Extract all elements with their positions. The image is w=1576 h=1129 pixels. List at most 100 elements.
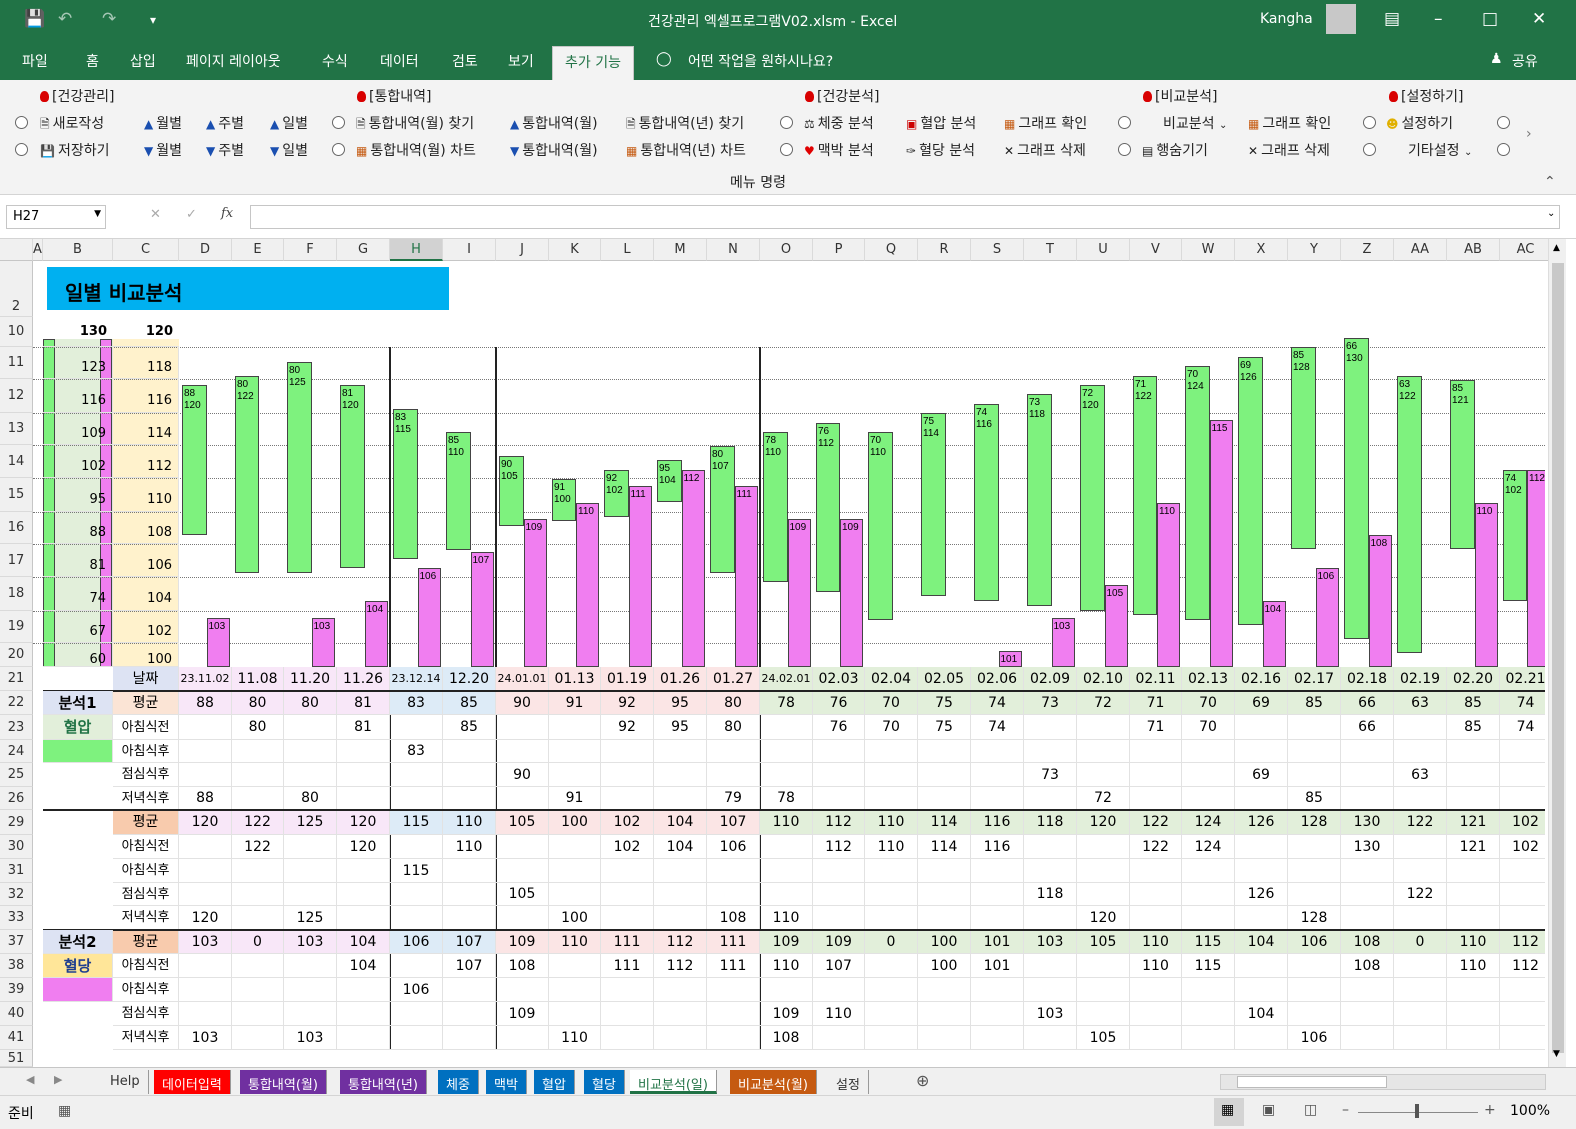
bs-color-swatch[interactable] — [43, 978, 113, 1002]
value-cell[interactable] — [179, 978, 232, 1002]
value-cell[interactable]: 110 — [549, 1026, 601, 1050]
time-label[interactable]: 아침식전 — [113, 954, 179, 978]
value-cell[interactable]: 69 — [1235, 763, 1288, 787]
value-cell[interactable] — [1447, 787, 1500, 810]
value-cell[interactable] — [443, 978, 496, 1002]
avg-cell[interactable]: 126 — [1235, 810, 1288, 835]
zoom-out-icon[interactable]: – — [1342, 1102, 1349, 1118]
value-cell[interactable] — [707, 978, 760, 1002]
add-sheet-icon[interactable]: ⊕ — [916, 1071, 930, 1090]
compare-graph-delete-button[interactable]: ✕ 그래프 삭제 — [1248, 143, 1330, 159]
avg-cell[interactable]: 76 — [813, 691, 865, 715]
radio-option[interactable] — [1497, 143, 1510, 156]
column-header[interactable]: M — [654, 239, 707, 261]
column-header[interactable]: K — [549, 239, 601, 261]
tab-view[interactable]: 보기 — [508, 54, 534, 70]
daily-up-button[interactable]: ▲ 일별 — [270, 116, 308, 132]
sheet-tab[interactable]: 비교분석(월) — [730, 1070, 817, 1094]
row-header[interactable]: 10 — [0, 317, 33, 347]
value-cell[interactable] — [496, 1026, 549, 1050]
axis-tick-bp[interactable]: 102 — [43, 445, 113, 478]
avg-cell[interactable]: 70 — [865, 691, 918, 715]
value-cell[interactable] — [284, 859, 337, 883]
value-cell[interactable] — [654, 1026, 707, 1050]
value-cell[interactable] — [1130, 1002, 1182, 1026]
value-cell[interactable] — [549, 978, 601, 1002]
avg-cell[interactable]: 85 — [1447, 691, 1500, 715]
column-header[interactable]: N — [707, 239, 760, 261]
avg-cell[interactable]: 114 — [918, 810, 971, 835]
value-cell[interactable] — [918, 1026, 971, 1050]
date-cell[interactable]: 01.26 — [654, 667, 707, 691]
date-cell[interactable]: 23.11.02 — [179, 667, 232, 691]
column-header[interactable]: A — [33, 239, 43, 261]
value-cell[interactable] — [1341, 978, 1394, 1002]
sheet-tab[interactable]: 혈압 — [534, 1070, 575, 1094]
avg-cell[interactable]: 107 — [443, 930, 496, 954]
row-header[interactable]: 12 — [0, 379, 33, 413]
value-cell[interactable] — [337, 1026, 390, 1050]
avg-cell[interactable]: 72 — [1077, 691, 1130, 715]
row-header[interactable]: 2 — [0, 261, 33, 317]
avg-cell[interactable]: 108 — [1341, 930, 1394, 954]
avg-cell[interactable]: 122 — [1130, 810, 1182, 835]
value-cell[interactable]: 92 — [601, 715, 654, 740]
ribbon-display-icon[interactable]: ▤ — [1384, 9, 1401, 29]
avg-cell[interactable]: 100 — [918, 930, 971, 954]
value-cell[interactable] — [865, 883, 918, 906]
value-cell[interactable] — [284, 954, 337, 978]
column-header[interactable]: O — [760, 239, 813, 261]
value-cell[interactable] — [601, 787, 654, 810]
value-cell[interactable] — [549, 835, 601, 859]
axis-tick-bs[interactable]: 110 — [113, 478, 179, 512]
normal-view-icon[interactable]: ▦ — [1214, 1098, 1244, 1126]
sheet-tab[interactable]: 통합내역(월) — [240, 1070, 327, 1094]
value-cell[interactable] — [1077, 740, 1130, 763]
sheet-tab[interactable]: 설정 — [828, 1070, 869, 1094]
value-cell[interactable] — [1500, 763, 1545, 787]
value-cell[interactable] — [707, 763, 760, 787]
bp-analysis-button[interactable]: ▣ 혈압 분석 — [906, 116, 977, 132]
value-cell[interactable] — [865, 763, 918, 787]
avg-cell[interactable]: 109 — [813, 930, 865, 954]
value-cell[interactable] — [337, 859, 390, 883]
avg-cell[interactable]: 101 — [971, 930, 1024, 954]
value-cell[interactable] — [1235, 740, 1288, 763]
axis-max-bp[interactable]: 130 — [43, 317, 113, 347]
value-cell[interactable] — [1130, 740, 1182, 763]
date-cell[interactable]: 02.05 — [918, 667, 971, 691]
date-cell[interactable]: 02.03 — [813, 667, 865, 691]
avg-cell[interactable]: 109 — [496, 930, 549, 954]
axis-tick-bp[interactable]: 109 — [43, 413, 113, 445]
value-cell[interactable] — [971, 883, 1024, 906]
date-cell[interactable]: 12.20 — [443, 667, 496, 691]
integrated-monthly-up-button[interactable]: ▲ 통합내역(월) — [510, 116, 598, 132]
value-cell[interactable] — [232, 883, 284, 906]
sheet-tab[interactable]: 체중 — [438, 1070, 479, 1094]
value-cell[interactable]: 125 — [284, 906, 337, 930]
value-cell[interactable] — [865, 954, 918, 978]
monthly-down-button[interactable]: ▼ 월별 — [144, 143, 182, 159]
axis-tick-bs[interactable]: 114 — [113, 413, 179, 445]
avg-cell[interactable]: 112 — [654, 930, 707, 954]
value-cell[interactable] — [337, 906, 390, 930]
value-cell[interactable] — [601, 906, 654, 930]
value-cell[interactable] — [760, 740, 813, 763]
sheet-tab[interactable]: 데이터입력 — [154, 1070, 231, 1094]
value-cell[interactable] — [390, 787, 443, 810]
value-cell[interactable] — [760, 978, 813, 1002]
value-cell[interactable] — [1447, 740, 1500, 763]
value-cell[interactable] — [337, 787, 390, 810]
value-cell[interactable]: 110 — [813, 1002, 865, 1026]
avg-label[interactable]: 평균 — [113, 930, 179, 954]
value-cell[interactable] — [1288, 859, 1341, 883]
value-cell[interactable]: 78 — [760, 787, 813, 810]
value-cell[interactable] — [865, 906, 918, 930]
radio-option[interactable] — [780, 116, 793, 129]
tab-scroll-left-icon[interactable]: ◀ — [26, 1073, 35, 1086]
avg-cell[interactable]: 118 — [1024, 810, 1077, 835]
value-cell[interactable] — [443, 740, 496, 763]
date-cell[interactable]: 01.13 — [549, 667, 601, 691]
avg-cell[interactable]: 95 — [654, 691, 707, 715]
column-header[interactable]: D — [179, 239, 232, 261]
